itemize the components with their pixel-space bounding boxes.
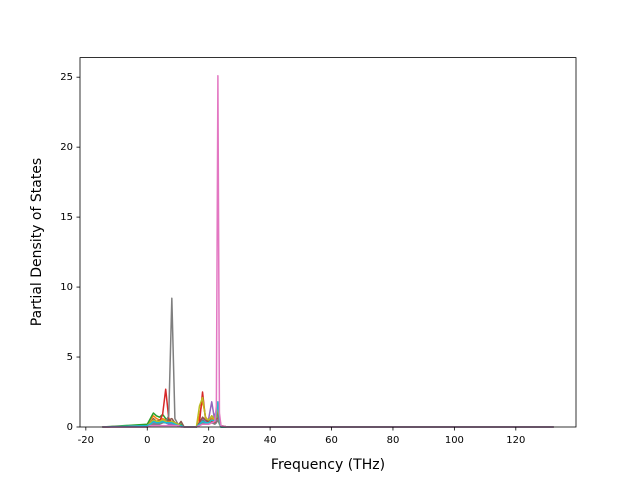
y-tick-label: 5	[67, 352, 73, 363]
y-tick-label: 15	[60, 212, 73, 223]
x-tick-label: 40	[264, 435, 277, 446]
y-tick-label: 25	[60, 72, 73, 83]
plot-frame	[79, 57, 577, 428]
x-tick-label: 120	[506, 435, 525, 446]
x-tick-label: 80	[387, 435, 400, 446]
y-tick-label: 0	[67, 422, 73, 433]
y-tick-label: 20	[60, 142, 73, 153]
x-tick-label: -20	[78, 435, 94, 446]
x-tick-label: 20	[202, 435, 215, 446]
x-tick-label: 60	[325, 435, 338, 446]
x-tick-label: 100	[445, 435, 464, 446]
series-line	[102, 401, 554, 428]
y-tick-label: 10	[60, 282, 73, 293]
y-axis-label: Partial Density of States	[29, 158, 45, 326]
series-line	[102, 297, 554, 428]
x-tick-label: 0	[144, 435, 150, 446]
x-axis-label: Frequency (THz)	[271, 457, 385, 473]
series-line	[102, 388, 554, 428]
